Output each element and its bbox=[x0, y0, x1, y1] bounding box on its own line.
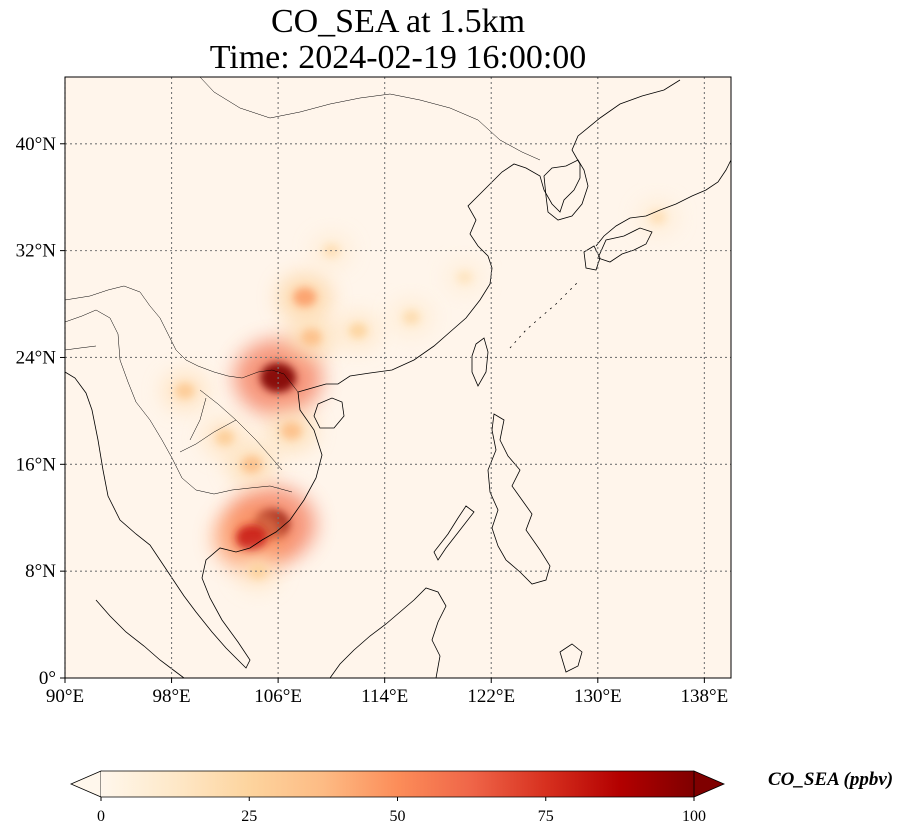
map-subtitle-time: Time: 2024-02-19 16:00:00 bbox=[209, 39, 587, 76]
co-plume-core bbox=[249, 563, 268, 579]
colorbar-tick-label: 25 bbox=[241, 808, 257, 825]
x-tick-label: 90°E bbox=[46, 686, 84, 707]
taiwan-coastline bbox=[471, 337, 489, 387]
map-frame bbox=[64, 76, 732, 679]
western-borders bbox=[65, 309, 121, 361]
co-plume-core bbox=[215, 429, 235, 446]
indochina-borders bbox=[119, 359, 293, 495]
colorbar-tick-label: 100 bbox=[682, 808, 706, 825]
borneo-coastline bbox=[329, 587, 447, 678]
mainland-coastline bbox=[65, 79, 681, 669]
map-title: CO_SEA at 1.5km bbox=[270, 3, 526, 40]
y-tick-label: 8°N bbox=[25, 561, 56, 582]
co-plume-core bbox=[293, 287, 317, 307]
colorbar-max-extension bbox=[693, 770, 726, 798]
y-tick-label: 32°N bbox=[16, 241, 57, 262]
co-plume-core bbox=[349, 323, 368, 339]
gridlines bbox=[64, 77, 731, 679]
map-background bbox=[65, 77, 731, 678]
china-southern-border bbox=[65, 285, 299, 393]
hainan-coastline bbox=[313, 397, 345, 429]
x-tick-label: 130°E bbox=[574, 686, 622, 707]
x-tick-label: 138°E bbox=[681, 686, 729, 707]
colorbar-tick-label: 50 bbox=[390, 808, 406, 825]
colorbar: 0 25 50 75 100 bbox=[69, 770, 726, 825]
colorbar-tick-label: 0 bbox=[97, 808, 105, 825]
japan-coastline bbox=[595, 159, 731, 263]
longitude-ticks: 90°E 98°E 106°E 114°E 122°E 130°E 138°E bbox=[46, 678, 728, 707]
co-concentration-field bbox=[161, 200, 678, 590]
colorbar-gradient bbox=[101, 771, 694, 797]
co-plume-core bbox=[175, 382, 195, 399]
y-tick-label: 0° bbox=[39, 668, 56, 689]
colorbar-min-extension bbox=[69, 770, 102, 798]
korea-coastline bbox=[543, 159, 589, 221]
colorbar-ticks: 0 25 50 75 100 bbox=[97, 797, 706, 825]
country-borders bbox=[65, 77, 541, 495]
x-tick-label: 114°E bbox=[361, 686, 408, 707]
co-plume-core bbox=[456, 270, 473, 284]
philippines-coastline bbox=[487, 413, 551, 585]
co-plume-core bbox=[402, 310, 420, 325]
latitude-ticks: 0° 8°N 16°N 24°N 32°N 40°N bbox=[16, 134, 65, 689]
x-tick-label: 98°E bbox=[152, 686, 190, 707]
china-northern-border bbox=[199, 77, 541, 161]
colorbar-label: CO_SEA (ppbv) bbox=[768, 769, 894, 790]
x-tick-label: 122°E bbox=[467, 686, 515, 707]
y-tick-label: 40°N bbox=[16, 134, 57, 155]
co-plume-core bbox=[301, 328, 322, 346]
x-tick-label: 106°E bbox=[254, 686, 302, 707]
palawan-coastline bbox=[433, 505, 475, 561]
colorbar-tick-label: 75 bbox=[538, 808, 554, 825]
co-plume-core bbox=[281, 422, 302, 440]
sulawesi-coastline bbox=[559, 643, 583, 673]
co-plume-core bbox=[649, 210, 666, 225]
co-plume-core bbox=[235, 524, 268, 551]
y-tick-label: 16°N bbox=[16, 454, 57, 475]
sumatra-coastline bbox=[95, 599, 185, 678]
y-tick-label: 24°N bbox=[16, 347, 57, 368]
coastlines bbox=[65, 79, 731, 678]
